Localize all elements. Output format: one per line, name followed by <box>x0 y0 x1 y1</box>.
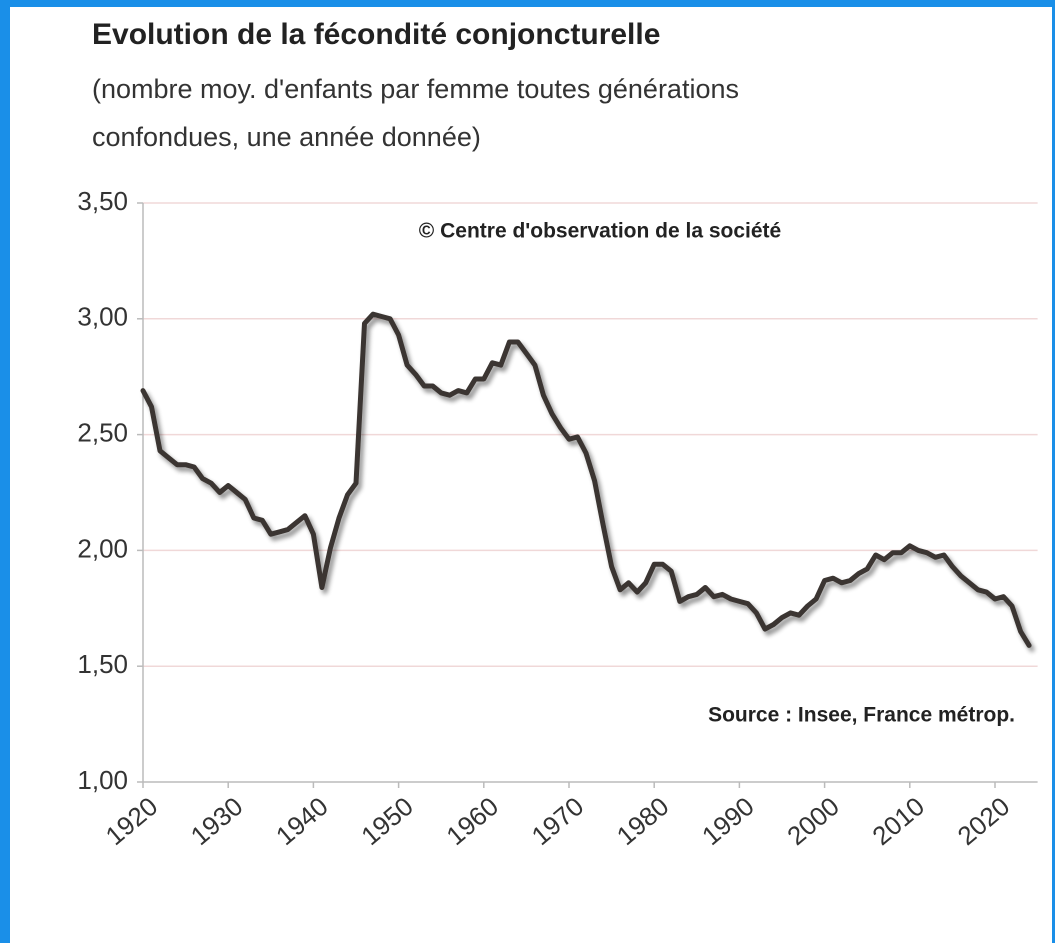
chart-subtitle: (nombre moy. d'enfants par femme toutes … <box>92 74 739 104</box>
y-tick-label: 2,50 <box>77 417 128 447</box>
y-tick-label: 1,50 <box>77 649 128 679</box>
y-tick-label: 2,00 <box>77 533 128 563</box>
data-line <box>140 311 1032 648</box>
x-tick-label: 1980 <box>611 791 675 851</box>
annotation: © Centre d'observation de la société <box>419 220 781 243</box>
x-tick-label: 2000 <box>781 791 845 851</box>
x-tick-label: 2010 <box>866 791 930 851</box>
x-tick-label: 2020 <box>952 791 1016 851</box>
x-tick-label: 1920 <box>100 791 164 851</box>
x-tick-label: 1930 <box>185 791 249 851</box>
y-tick-label: 3,00 <box>77 302 128 332</box>
x-tick-label: 1970 <box>526 791 590 851</box>
x-tick-label: 1990 <box>696 791 760 851</box>
chart-title: Evolution de la fécondité conjoncturelle <box>92 18 660 51</box>
x-tick-label: 1960 <box>440 791 504 851</box>
annotation: Source : Insee, France métrop. <box>708 704 1015 727</box>
y-tick-label: 3,50 <box>77 186 128 216</box>
x-tick-label: 1940 <box>270 791 334 851</box>
y-tick-label: 1,00 <box>77 765 128 795</box>
chart-subtitle: confondues, une année donnée) <box>92 122 481 152</box>
x-tick-label: 1950 <box>355 791 419 851</box>
